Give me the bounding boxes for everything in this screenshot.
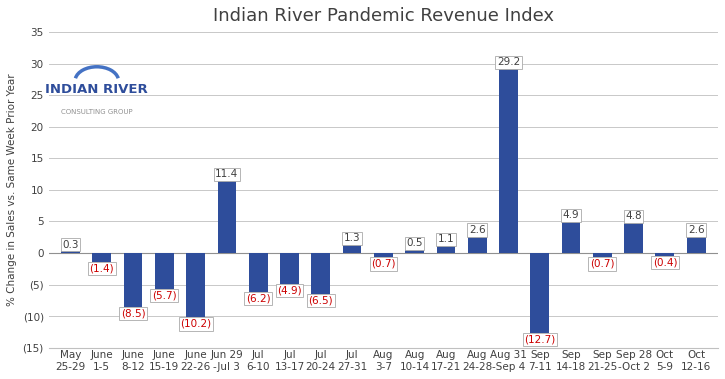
Text: (1.4): (1.4) xyxy=(89,263,114,273)
Bar xyxy=(218,181,236,253)
Bar xyxy=(280,253,299,284)
Bar xyxy=(155,253,174,289)
Text: (8.5): (8.5) xyxy=(121,308,146,318)
Bar xyxy=(624,223,643,253)
Text: (5.7): (5.7) xyxy=(152,291,177,301)
Bar xyxy=(405,250,424,253)
Text: 0.3: 0.3 xyxy=(62,240,79,249)
Bar xyxy=(499,69,518,253)
Text: 0.5: 0.5 xyxy=(407,238,423,248)
Bar xyxy=(311,253,330,294)
Bar xyxy=(655,253,674,255)
Bar xyxy=(562,222,581,253)
Text: 1.3: 1.3 xyxy=(344,233,360,243)
Text: (0.4): (0.4) xyxy=(652,257,677,267)
Bar xyxy=(374,253,393,257)
Title: Indian River Pandemic Revenue Index: Indian River Pandemic Revenue Index xyxy=(213,7,554,25)
Text: 2.6: 2.6 xyxy=(688,225,705,235)
Bar xyxy=(687,236,705,253)
Text: 2.6: 2.6 xyxy=(469,225,486,235)
Y-axis label: % Change in Sales vs. Same Week Prior Year: % Change in Sales vs. Same Week Prior Ye… xyxy=(7,74,17,306)
Text: (12.7): (12.7) xyxy=(524,335,555,345)
Text: 11.4: 11.4 xyxy=(215,169,239,179)
Bar xyxy=(593,253,612,257)
Text: 29.2: 29.2 xyxy=(497,57,520,67)
Bar xyxy=(468,236,486,253)
Text: 4.9: 4.9 xyxy=(563,210,579,221)
Text: INDIAN RIVER: INDIAN RIVER xyxy=(46,83,148,96)
Bar xyxy=(343,245,362,253)
Bar xyxy=(531,253,549,333)
Text: (0.7): (0.7) xyxy=(371,259,396,269)
Bar xyxy=(124,253,142,307)
Text: (6.5): (6.5) xyxy=(308,296,333,305)
Bar xyxy=(92,253,111,262)
Bar xyxy=(61,251,80,253)
Bar xyxy=(186,253,205,317)
Text: CONSULTING GROUP: CONSULTING GROUP xyxy=(61,110,133,115)
Text: (4.9): (4.9) xyxy=(277,285,302,296)
Text: (10.2): (10.2) xyxy=(180,319,211,329)
Bar xyxy=(249,253,268,292)
Text: 4.8: 4.8 xyxy=(625,211,642,221)
Bar xyxy=(436,246,455,253)
Text: (0.7): (0.7) xyxy=(590,259,615,269)
Text: (6.2): (6.2) xyxy=(246,294,270,304)
Text: 1.1: 1.1 xyxy=(438,235,454,244)
